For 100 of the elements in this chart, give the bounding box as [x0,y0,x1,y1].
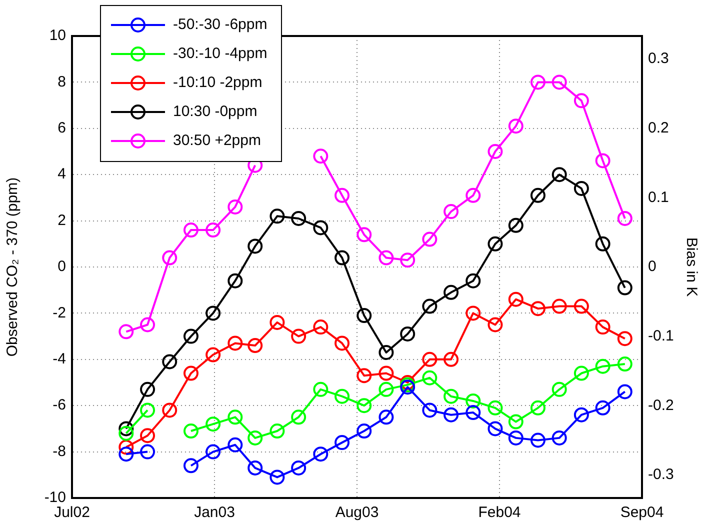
point [530,400,546,416]
point [313,446,328,462]
point [574,366,589,381]
point [466,273,481,288]
legend-label: -10:10 -2ppm [173,74,262,91]
y-tick-label: -10 [44,489,66,506]
point [530,188,546,203]
point [183,328,198,344]
point [466,405,481,420]
point [444,388,459,404]
point [422,298,438,314]
legend-label: -50:-30 -6ppm [173,16,268,33]
y-tick-label: -8 [52,442,66,460]
point [444,284,459,300]
point [617,210,632,226]
point [206,444,221,460]
x-tick-label: Jan03 [194,504,235,522]
legend-label: 30:50 +2ppm [173,132,261,149]
point [334,336,350,351]
point [334,188,350,203]
point [552,167,567,182]
point [378,366,394,381]
point [356,368,372,384]
point [488,317,503,332]
point [270,208,285,224]
point [378,410,394,425]
point [466,393,481,408]
point [488,144,503,159]
y-tick-label: -4 [52,350,66,368]
point [422,370,438,386]
x-tick-label: Jul02 [54,504,90,522]
point [313,220,328,236]
point [270,470,285,485]
point [552,382,567,397]
y2-tick-label: -0.1 [648,327,674,344]
point [248,238,263,254]
point [334,388,350,404]
point [422,232,438,247]
point [118,324,134,340]
point [313,382,328,397]
point [530,432,546,448]
point [595,400,610,416]
point [508,430,524,446]
point [595,358,610,374]
point [378,382,394,397]
point [378,250,394,266]
y2-tick-label: -0.3 [648,466,674,484]
point [400,252,416,268]
point [508,292,524,307]
point [356,398,372,414]
point [617,331,632,346]
point [466,306,481,321]
point [228,336,243,351]
x-tick-label: Sep04 [620,504,664,522]
point [530,301,546,316]
point [488,421,503,436]
point [248,460,263,476]
point [140,428,156,444]
y2-tick-label: 0.3 [648,50,669,68]
point [466,188,481,203]
point [488,400,503,416]
point [291,410,306,425]
point [313,148,328,164]
point [140,317,156,332]
point [508,414,524,430]
y-tick-label: 0 [58,258,66,276]
y2-tick-label: 0.2 [648,120,669,137]
point [444,352,459,367]
point [140,402,156,418]
point [228,410,243,425]
y2-tick-label: -0.2 [648,396,674,414]
point [617,280,632,296]
point [183,366,198,381]
point [617,384,632,400]
point [574,180,589,196]
point [206,306,221,321]
legend-label: 10:30 -0ppm [173,103,258,120]
point [140,444,156,460]
y2-tick-label: 0.1 [648,188,669,206]
point [356,227,372,242]
point [162,402,178,418]
y-tick-label: 8 [58,73,66,90]
x-tick-label: Aug03 [335,504,379,522]
point [248,430,263,446]
point [291,460,306,476]
point [183,458,198,474]
point [248,338,263,354]
point [118,440,134,455]
y2-axis-title: Bias in K [682,237,700,297]
point [162,354,178,370]
point [422,402,438,418]
y-tick-label: 6 [58,120,66,137]
point [183,222,198,238]
point [291,328,306,344]
point [356,424,372,439]
point [291,210,306,226]
y-tick-label: 2 [58,212,66,229]
point [140,382,156,397]
y-tick-label: -6 [52,396,66,414]
point [552,430,567,446]
